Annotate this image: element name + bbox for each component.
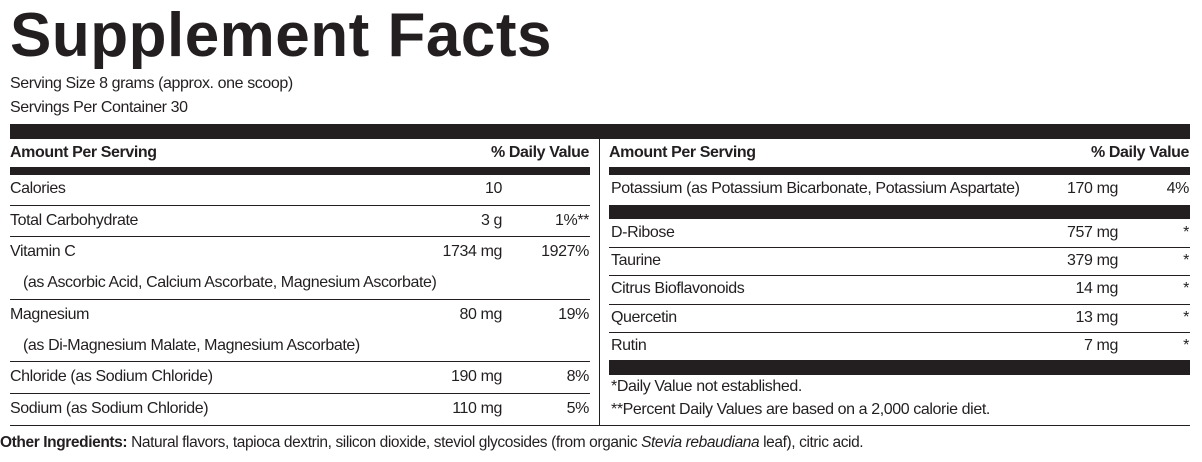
- footnote: **Percent Daily Values are based on a 2,…: [611, 401, 990, 418]
- amount: 757 mg: [1067, 224, 1118, 241]
- nutrient-name: Calories: [10, 180, 66, 197]
- daily-value: *: [1183, 336, 1189, 354]
- daily-value: 19%: [558, 305, 589, 323]
- nutrient-source: (as Ascorbic Acid, Calcium Ascorbate, Ma…: [23, 274, 437, 291]
- header-dv: % Daily Value: [1091, 144, 1189, 161]
- nutrient-name: Sodium (as Sodium Chloride): [10, 399, 209, 417]
- amount: 110 mg: [452, 399, 502, 417]
- daily-value: 4%: [1166, 180, 1190, 197]
- nutrient-name: Taurine: [611, 252, 661, 270]
- header-amount: Amount Per Serving: [609, 144, 756, 161]
- nutrient-name: D-Ribose: [611, 224, 675, 241]
- daily-value: 8%: [566, 368, 590, 385]
- row-rule: [10, 236, 590, 237]
- row-rule: [10, 361, 590, 362]
- other-ingredients-italic: Stevia rebaudiana: [641, 434, 760, 451]
- amount: 379 mg: [1067, 252, 1118, 270]
- serving-size: Serving Size 8 grams (approx. one scoop): [10, 75, 293, 92]
- amount: 13 mg: [1075, 308, 1119, 326]
- nutrient-name: Vitamin C: [10, 243, 76, 260]
- daily-value: *: [1183, 224, 1189, 241]
- row-rule: [609, 247, 1190, 249]
- daily-value: *: [1183, 308, 1189, 326]
- nutrient-name: Chloride (as Sodium Chloride): [10, 368, 213, 385]
- amount: 80 mg: [459, 305, 503, 323]
- daily-value: *: [1183, 280, 1189, 298]
- row-rule: [10, 392, 590, 394]
- other-ingredients: Other Ingredients: Natural flavors, tapi…: [0, 433, 864, 453]
- servings-per-container: Servings Per Container 30: [10, 99, 188, 116]
- nutrient-name: Quercetin: [611, 308, 677, 326]
- amount: 1734 mg: [442, 243, 503, 260]
- bottom-rule: [10, 425, 1190, 426]
- header-amount: Amount Per Serving: [10, 144, 157, 161]
- row-rule: [10, 298, 590, 300]
- row-rule: [609, 303, 1190, 305]
- amount: 3 g: [480, 211, 502, 229]
- amount: 14 mg: [1075, 280, 1119, 298]
- thick-rule: [10, 124, 1190, 139]
- column-divider: [599, 139, 600, 426]
- thick-rule: [609, 167, 1190, 175]
- other-ingredients-label: Other Ingredients:: [0, 434, 128, 451]
- thick-rule: [609, 205, 1190, 219]
- daily-value: *: [1183, 252, 1189, 270]
- nutrient-name: Total Carbohydrate: [10, 211, 138, 229]
- nutrient-name: Citrus Bioflavonoids: [611, 280, 745, 298]
- row-rule: [609, 275, 1190, 277]
- amount: 7 mg: [1084, 336, 1118, 354]
- other-ingredients-text: leaf), citric acid.: [759, 434, 864, 451]
- row-rule: [609, 331, 1190, 333]
- header-dv: % Daily Value: [491, 144, 589, 161]
- other-ingredients-text: Natural flavors, tapioca dextrin, silico…: [131, 434, 642, 451]
- amount: 170 mg: [1067, 180, 1118, 197]
- row-rule: [10, 204, 590, 206]
- nutrient-name: Potassium (as Potassium Bicarbonate, Pot…: [611, 180, 1020, 197]
- thick-rule: [10, 167, 590, 175]
- thick-rule: [609, 360, 1190, 375]
- nutrient-source: (as Di-Magnesium Malate, Magnesium Ascor…: [23, 336, 360, 354]
- title: Supplement Facts: [10, 1, 552, 70]
- daily-value: 5%: [566, 399, 590, 417]
- daily-value: 1%**: [555, 211, 589, 229]
- footnote: *Daily Value not established.: [611, 378, 802, 395]
- amount: 10: [485, 180, 502, 197]
- nutrient-name: Magnesium: [10, 305, 90, 323]
- amount: 190 mg: [451, 368, 502, 385]
- nutrient-name: Rutin: [611, 336, 647, 354]
- daily-value: 1927%: [541, 243, 589, 260]
